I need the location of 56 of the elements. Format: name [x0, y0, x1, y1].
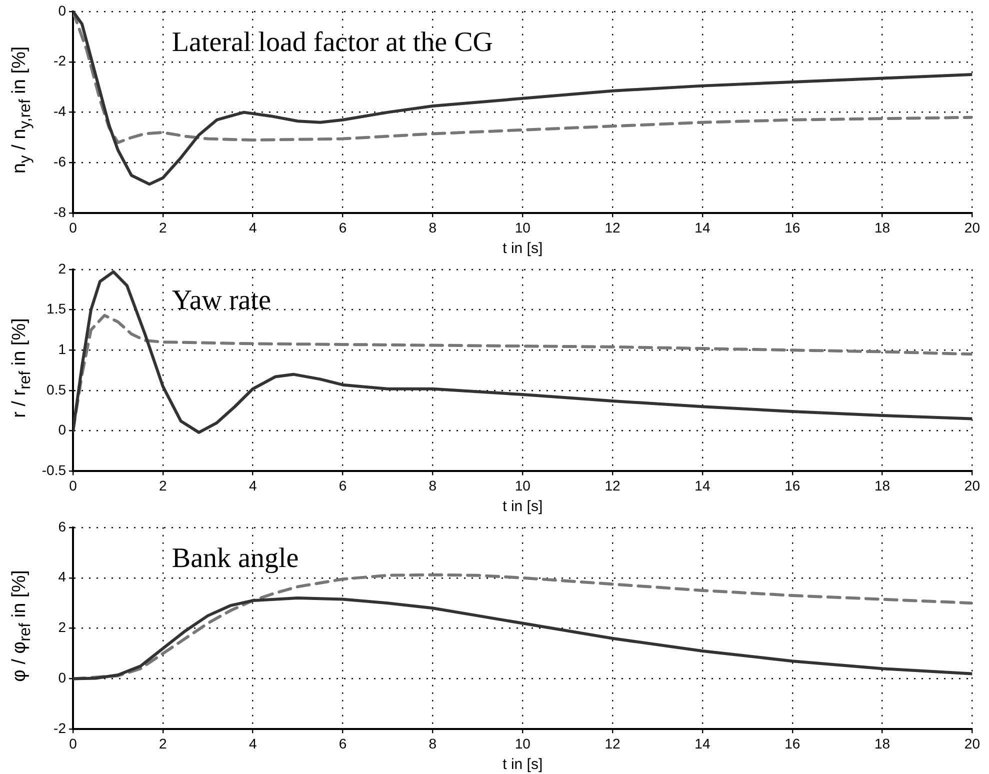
y-tick-label: -0.5	[42, 462, 66, 478]
y-tick-label: 1	[58, 340, 66, 357]
x-tick-label: 8	[428, 219, 437, 236]
y-tick-label: -2	[54, 52, 66, 69]
x-tick-label: 10	[514, 219, 531, 236]
x-tick-label: 0	[69, 735, 78, 752]
x-tick-label: 0	[69, 477, 78, 494]
y-tick-label: 0	[58, 2, 66, 18]
x-tick-label: 14	[694, 477, 710, 494]
x-tick-label: 20	[964, 219, 980, 236]
text: Yaw rate	[172, 284, 271, 316]
x-tick-label: 12	[604, 219, 621, 236]
x-tick-label: 6	[338, 219, 347, 236]
x-axis-title: t in [s]	[502, 498, 543, 516]
x-tick-label: 20	[964, 735, 980, 752]
x-tick-label: 10	[514, 477, 531, 494]
y-tick-label: 2	[58, 619, 66, 636]
x-tick-label: 2	[159, 735, 168, 752]
x-axis-title: t in [s]	[502, 756, 543, 774]
x-tick-label: 2	[159, 219, 168, 236]
x-tick-label: 4	[248, 477, 257, 494]
x-tick-label: 18	[874, 477, 890, 494]
y-tick-label: 0.5	[46, 381, 66, 398]
x-tick-label: 12	[604, 735, 621, 752]
x-tick-label: 14	[694, 735, 710, 752]
x-tick-label: 0	[69, 219, 78, 236]
x-tick-label: 8	[428, 477, 437, 494]
x-tick-label: 16	[784, 735, 800, 752]
y-tick-label: -8	[54, 204, 66, 220]
x-tick-label: 16	[784, 477, 800, 494]
y-tick-label: 0	[58, 422, 66, 438]
x-tick-label: 6	[338, 735, 347, 752]
x-axis-title: t in [s]	[502, 240, 543, 258]
text: Lateral load factor at the CG	[172, 26, 493, 58]
x-tick-label: 8	[428, 735, 437, 752]
x-tick-label: 2	[159, 477, 168, 494]
y-tick-label: 4	[58, 568, 66, 585]
y-tick-label: 0	[58, 670, 66, 686]
text: Bank angle	[172, 542, 299, 574]
x-tick-label: 18	[874, 219, 890, 236]
y-tick-label: -4	[54, 103, 66, 120]
x-tick-label: 14	[694, 219, 710, 236]
x-tick-label: 4	[248, 219, 257, 236]
x-tick-label: 20	[964, 477, 980, 494]
y-tick-label: 1.5	[46, 300, 66, 317]
x-tick-label: 16	[784, 219, 800, 236]
y-tick-label: 6	[58, 518, 66, 534]
y-tick-label: -6	[54, 154, 66, 170]
x-tick-label: 18	[874, 735, 890, 752]
x-tick-label: 10	[514, 735, 531, 752]
y-tick-label: -2	[54, 720, 66, 736]
y-tick-label: 2	[58, 260, 66, 276]
line-series	[73, 314, 972, 432]
x-tick-label: 12	[604, 477, 621, 494]
x-tick-label: 4	[248, 735, 257, 752]
x-tick-label: 6	[338, 477, 347, 494]
